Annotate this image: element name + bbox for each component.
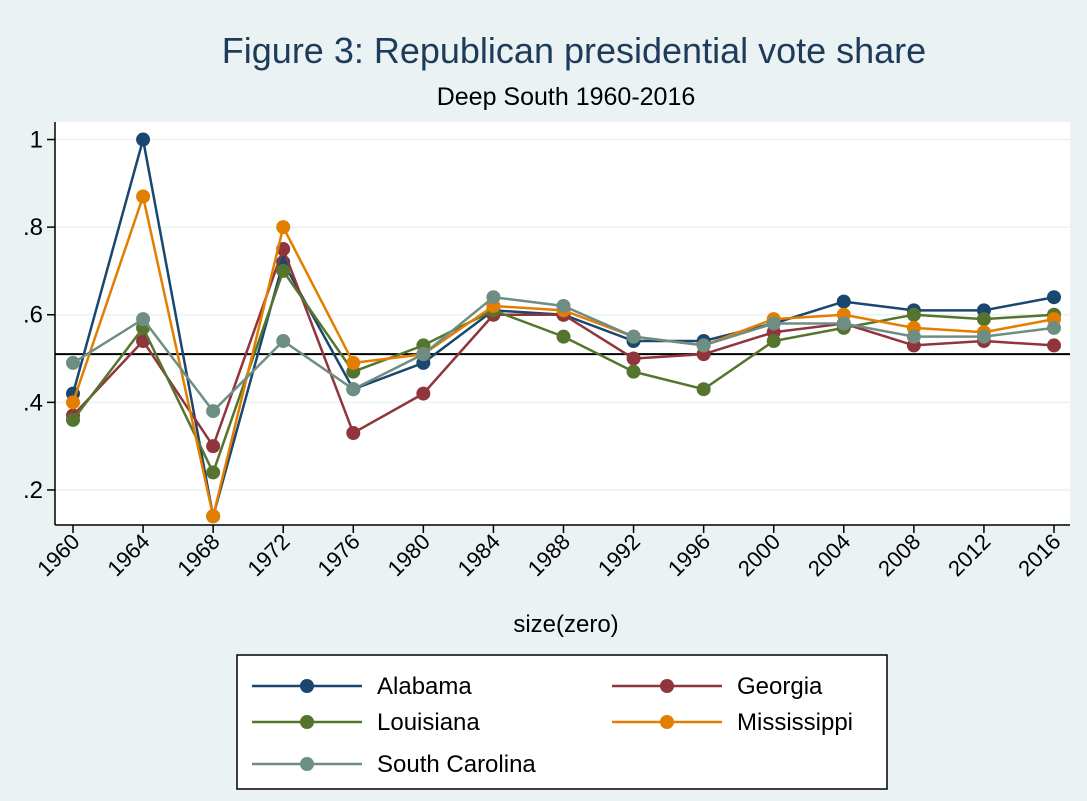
legend-item: Georgia xyxy=(612,673,823,700)
x-tick-label: 1976 xyxy=(313,529,365,581)
x-tick-label: 1968 xyxy=(172,529,224,581)
data-point xyxy=(486,290,501,305)
x-axis-ticks: 1960 1964 1968 1972 1976 1980 1984 1988 1992 1996… xyxy=(32,525,1066,581)
data-point xyxy=(976,329,991,344)
data-point xyxy=(346,426,361,441)
legend-label: Georgia xyxy=(737,673,823,700)
x-tick-label: 2012 xyxy=(943,529,995,581)
plot-area xyxy=(55,122,1070,525)
data-point xyxy=(1047,290,1061,305)
data-point xyxy=(276,263,291,278)
data-point xyxy=(66,412,80,427)
x-tick-label: 1996 xyxy=(663,529,715,581)
series-south-carolina xyxy=(66,290,1061,419)
data-point xyxy=(1047,338,1061,353)
legend-item: Louisiana xyxy=(252,709,480,736)
data-point xyxy=(136,189,151,204)
legend-label: South Carolina xyxy=(377,751,536,778)
legend-item: Alabama xyxy=(252,673,472,700)
legend-label: Alabama xyxy=(377,673,472,700)
y-axis-ticks: .2 .4 .6 .8 1 xyxy=(23,127,55,504)
legend-label: Mississippi xyxy=(737,709,853,736)
data-point xyxy=(206,439,221,454)
x-tick-label: 1992 xyxy=(593,529,645,581)
data-point xyxy=(556,298,571,313)
data-point xyxy=(206,509,221,524)
data-point xyxy=(416,347,431,362)
legend: Alabama Georgia Louisiana Mississippi South … xyxy=(252,673,853,778)
legend-swatch-marker xyxy=(300,757,314,771)
data-point xyxy=(626,364,641,379)
data-point xyxy=(416,386,431,401)
legend-swatch-marker xyxy=(300,715,314,729)
y-tick-label: .4 xyxy=(23,389,43,416)
data-point xyxy=(836,294,851,309)
x-tick-label: 1980 xyxy=(383,529,435,581)
x-tick-label: 2000 xyxy=(733,529,785,581)
data-point xyxy=(976,312,991,327)
data-point xyxy=(66,395,80,410)
legend-item: Mississippi xyxy=(612,709,853,736)
legend-item: South Carolina xyxy=(252,751,536,778)
data-point xyxy=(1047,320,1061,335)
x-tick-label: 1984 xyxy=(453,529,505,581)
data-point xyxy=(206,465,221,480)
data-point xyxy=(626,329,641,344)
data-point xyxy=(206,404,221,419)
x-tick-label: 1960 xyxy=(32,529,84,581)
data-point xyxy=(556,329,571,344)
data-point xyxy=(906,329,921,344)
legend-swatch-marker xyxy=(300,679,314,693)
x-tick-label: 2008 xyxy=(873,529,925,581)
y-tick-label: .8 xyxy=(23,214,43,241)
data-point xyxy=(276,220,291,235)
x-tick-label: 2004 xyxy=(803,529,855,581)
chart-subtitle: Deep South 1960-2016 xyxy=(437,83,696,111)
x-tick-label: 2016 xyxy=(1013,529,1065,581)
legend-swatch-marker xyxy=(660,679,674,693)
data-point xyxy=(766,334,781,349)
data-point xyxy=(276,334,291,349)
x-tick-label: 1988 xyxy=(523,529,575,581)
y-tick-label: .2 xyxy=(23,477,43,504)
data-point xyxy=(766,316,781,331)
y-tick-label: 1 xyxy=(30,127,43,154)
data-point xyxy=(626,351,641,366)
legend-swatch-marker xyxy=(660,715,674,729)
data-point xyxy=(696,382,711,397)
data-point xyxy=(136,312,151,327)
y-tick-label: .6 xyxy=(23,302,43,329)
x-tick-label: 1964 xyxy=(102,529,154,581)
x-axis-label: size(zero) xyxy=(513,611,618,638)
chart-title: Figure 3: Republican presidential vote s… xyxy=(222,30,926,71)
series-group xyxy=(66,132,1061,524)
data-point xyxy=(906,307,921,322)
x-tick-label: 1972 xyxy=(242,529,294,581)
data-point xyxy=(346,382,361,397)
legend-label: Louisiana xyxy=(377,709,480,736)
data-point xyxy=(696,338,711,353)
data-point xyxy=(836,316,851,331)
data-point xyxy=(346,355,361,370)
data-point xyxy=(136,132,151,147)
data-point xyxy=(66,355,80,370)
axes xyxy=(54,122,1070,526)
